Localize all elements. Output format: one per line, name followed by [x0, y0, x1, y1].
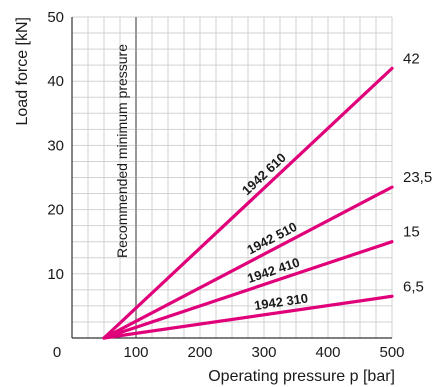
end-value-labels: 6,5 15 23,5 42 [403, 50, 432, 295]
x-tick-label: 0 [53, 344, 61, 361]
x-tick-label: 300 [251, 344, 276, 361]
end-value-label: 15 [403, 224, 420, 241]
y-tick-label: 20 [47, 202, 64, 219]
axes [71, 17, 392, 339]
min-pressure-label: Recommended minimum pressure [114, 44, 130, 258]
x-tick-label: 200 [187, 344, 212, 361]
x-axis-title: Operating pressure p [bar] [208, 368, 395, 385]
series-line [102, 294, 394, 340]
series-lines [102, 66, 394, 340]
min-pressure-annotation: Recommended minimum pressure [114, 17, 137, 338]
x-tick-labels: 0 100 200 300 400 500 [53, 344, 405, 361]
y-tick-label: 40 [47, 73, 64, 90]
x-tick-label: 400 [315, 344, 340, 361]
y-tick-labels: 10 20 30 40 50 [47, 9, 64, 283]
series-line [102, 66, 394, 340]
y-tick-label: 30 [47, 137, 64, 154]
series-line [102, 240, 394, 340]
x-tick-label: 100 [123, 344, 148, 361]
end-value-label: 23,5 [403, 169, 432, 186]
end-value-label: 6,5 [403, 278, 424, 295]
y-tick-label: 50 [47, 9, 64, 26]
y-tick-label: 10 [47, 266, 64, 283]
series-line [102, 185, 394, 340]
end-value-label: 42 [403, 50, 420, 67]
grid [72, 16, 393, 338]
y-axis-title: Load force [kN] [14, 17, 31, 126]
x-tick-label: 500 [379, 344, 404, 361]
